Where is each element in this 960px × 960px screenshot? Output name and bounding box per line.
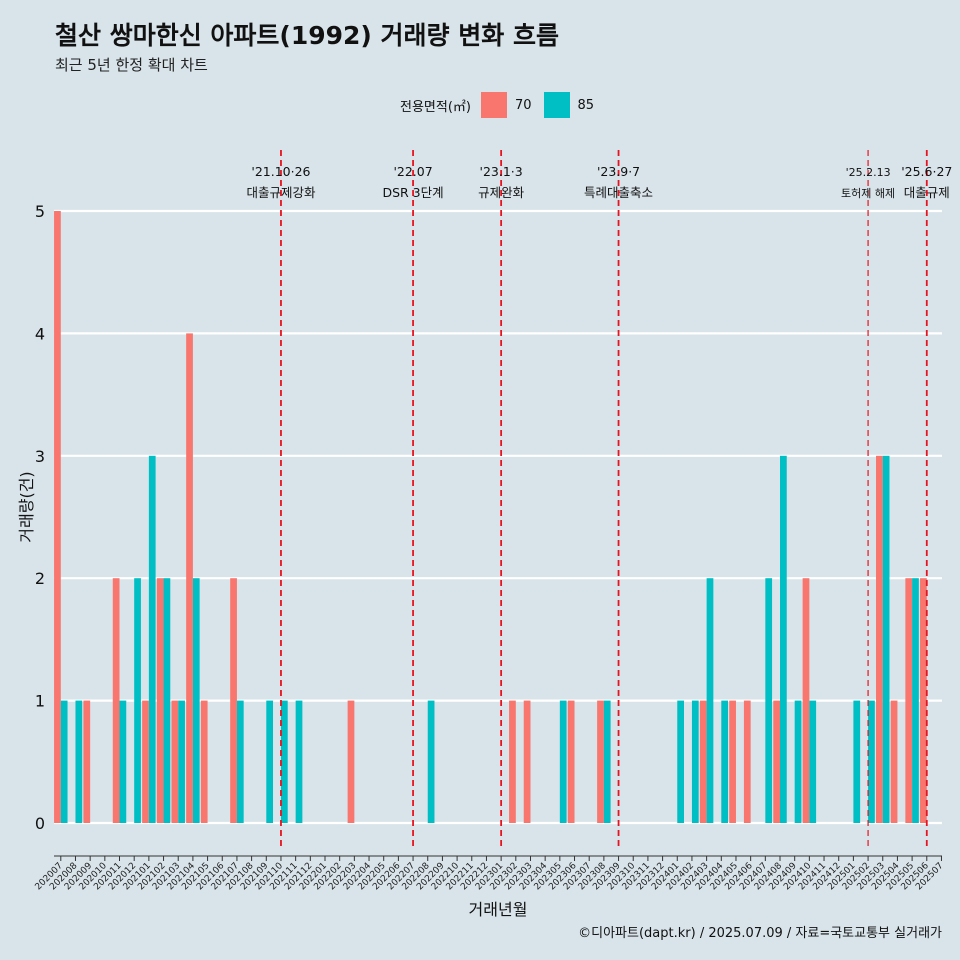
x-axis-title: 거래년월 [469,900,528,919]
bar-85-202305 [559,700,567,823]
event-name-label: 대출규제강화 [246,185,316,200]
bar-70-202410 [802,578,810,823]
chart-subtitle: 최근 5년 한정 확대 차트 [55,56,208,74]
legend-label-70: 70 [514,97,532,113]
event-date-label: '25.2.13 [846,166,891,179]
bar-85-202404 [721,700,729,823]
y-axis-title: 거래량(건) [17,471,36,542]
bar-85-202104 [192,578,200,823]
bar-85-202208 [427,700,435,823]
bar-85-202008 [75,700,83,823]
bar-70-202104 [186,333,193,823]
bar-70-202102 [156,578,164,823]
bar-70-202504 [890,700,898,823]
legend-swatch-85 [543,92,570,118]
bar-70-202403 [699,700,707,823]
bar-85-202501 [853,700,861,823]
y-tick-label: 4 [35,324,45,343]
event-date-label: '21.10·26 [251,164,310,179]
source-caption: ©디아파트(dapt.kr) / 2025.07.09 / 자료=국토교통부 실… [578,926,942,941]
y-tick-label: 0 [35,814,45,833]
bar-85-202410 [809,700,817,823]
event-date-label: '25.6·27 [901,164,952,179]
bar-85-202308 [603,700,611,823]
bar-85-202012 [134,578,141,823]
bar-85-202407 [765,578,773,823]
bar-85-202111 [295,700,303,823]
bar-85-202011 [119,700,127,823]
legend-swatch-70 [480,92,507,118]
event-date-label: '23.9·7 [597,164,640,179]
bar-85-202110 [280,700,288,823]
bar-85-202103 [178,700,185,823]
bar-70-202007 [54,211,61,823]
bar-85-202505 [912,578,919,823]
event-date-label: '22.07 [393,164,432,179]
legend-title: 전용면적(㎡) [400,99,471,115]
bar-70-202505 [905,578,913,823]
bar-85-202503 [882,455,890,823]
bar-70-202308 [597,700,604,823]
bar-70-202107 [230,578,237,823]
bar-70-202405 [729,700,736,823]
event-name-label: 대출규제 [904,185,950,200]
bar-70-202306 [567,700,575,823]
bar-70-202503 [876,455,883,823]
event-name-label: DSR 3단계 [382,185,443,200]
bar-70-202011 [112,578,120,823]
bar-70-202406 [743,700,751,823]
event-name-label: 특례대출축소 [584,185,653,200]
bar-85-202102 [163,578,171,823]
bar-70-202009 [83,700,91,823]
event-date-label: '23.1·3 [480,164,523,179]
legend: 전용면적(㎡) 70 85 [400,92,600,118]
bar-85-202109 [266,700,274,823]
legend-label-85: 85 [577,97,595,113]
bar-70-202203 [347,700,355,823]
bar-70-202105 [200,700,208,823]
bar-70-202303 [523,700,531,823]
bar-85-202502 [868,700,875,823]
bar-85-202403 [706,578,714,823]
bar-70-202302 [509,700,516,823]
bar-70-202506 [920,578,927,823]
bar-85-202401 [677,700,685,823]
bar-85-202402 [691,700,699,823]
y-tick-label: 2 [35,569,45,588]
bar-85-202007 [60,700,68,823]
y-tick-label: 3 [35,447,45,466]
bar-85-202107 [236,700,244,823]
y-tick-label: 5 [35,202,45,221]
bar-70-202101 [142,700,149,823]
bar-85-202101 [148,455,156,823]
y-tick-label: 1 [35,692,45,711]
event-name-label: 토허제 해제 [841,186,895,200]
bar-85-202408 [780,455,787,823]
bar-70-202408 [773,700,781,823]
bar-85-202409 [794,700,802,823]
bar-70-202103 [171,700,179,823]
chart-title: 철산 쌍마한신 아파트(1992) 거래량 변화 흐름 [55,21,559,50]
event-name-label: 규제완화 [478,185,525,200]
